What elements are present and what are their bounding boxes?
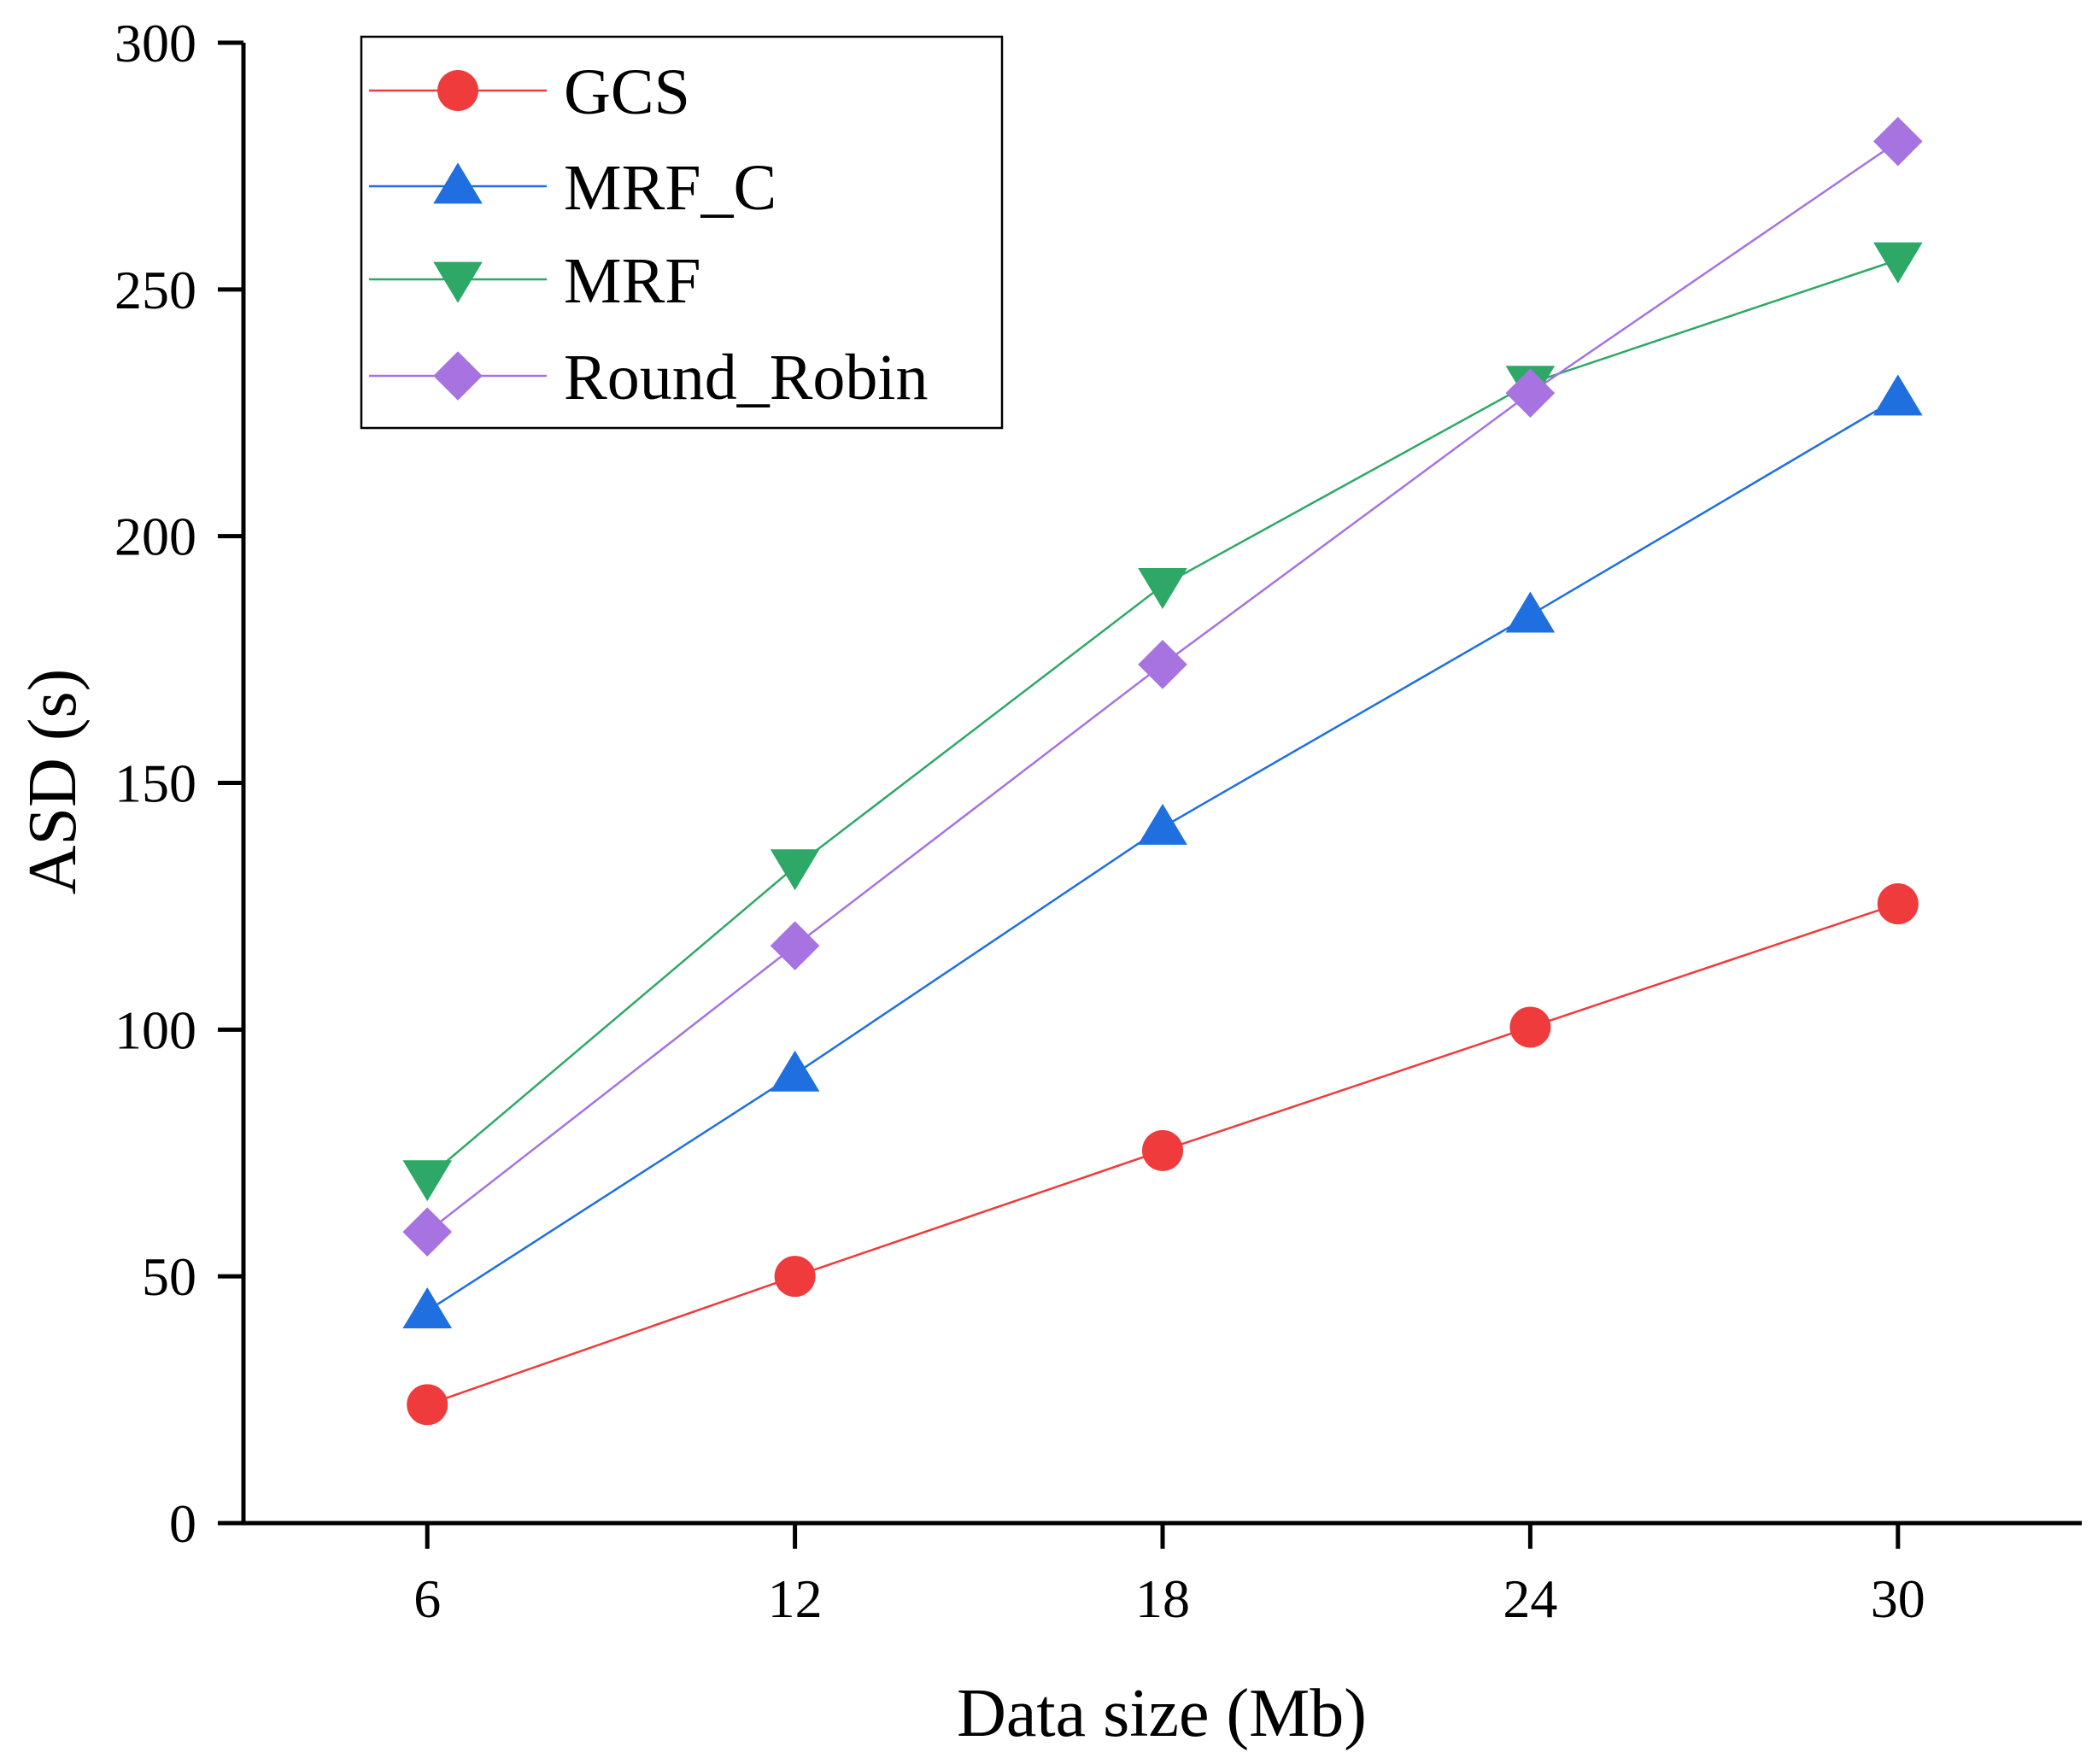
- y-tick-label: 50: [142, 1246, 196, 1307]
- x-tick-label: 6: [413, 1568, 441, 1629]
- data-point-round-robin: [1505, 368, 1556, 418]
- y-tick-label: 250: [114, 260, 196, 320]
- x-axis-title: Data size (Mb): [957, 1676, 1367, 1751]
- data-point-mrf: [1873, 242, 1923, 284]
- data-point-mrf: [1138, 568, 1187, 610]
- data-point-gcs: [407, 1384, 448, 1426]
- data-point-mrf: [770, 849, 820, 891]
- x-tick-label: 24: [1503, 1568, 1557, 1629]
- x-tick-label: 12: [768, 1568, 823, 1629]
- legend-marker-round-robin: [433, 351, 483, 401]
- legend-marker-gcs: [437, 70, 478, 111]
- y-axis-title: ASD (s): [15, 669, 91, 894]
- legend-label-mrf-c: MRF_C: [564, 152, 776, 224]
- series-markers: [402, 116, 1923, 1426]
- legend-marker-mrf-c: [433, 162, 483, 204]
- legend-label-round-robin: Round_Robin: [564, 342, 929, 413]
- data-point-round-robin: [770, 921, 820, 970]
- data-point-round-robin: [402, 1207, 452, 1257]
- data-point-gcs: [1142, 1129, 1183, 1171]
- data-point-mrf-c: [770, 1050, 820, 1092]
- y-tick-label: 100: [114, 999, 196, 1060]
- data-point-gcs: [1509, 1006, 1551, 1048]
- data-point-round-robin: [1138, 640, 1187, 689]
- series-line-mrf-c: [426, 396, 1899, 1312]
- y-tick-label: 200: [114, 507, 196, 567]
- x-tick-label: 30: [1871, 1568, 1925, 1629]
- data-point-gcs: [1877, 883, 1919, 925]
- x-tick-label: 18: [1135, 1568, 1190, 1629]
- legend-label-gcs: GCS: [564, 56, 690, 128]
- data-point-round-robin: [1873, 116, 1923, 167]
- legend-label-mrf: MRF: [564, 245, 701, 317]
- axes: 0 50 100 150 200 250 300 6 12 18 24 30: [114, 13, 2082, 1629]
- data-point-gcs: [774, 1256, 816, 1298]
- data-point-mrf: [402, 1160, 452, 1202]
- data-point-mrf-c: [1505, 591, 1556, 633]
- legend-marker-mrf: [433, 261, 483, 303]
- y-tick-label: 150: [114, 753, 196, 814]
- data-point-mrf-c: [402, 1287, 452, 1329]
- y-tick-label: 300: [114, 13, 196, 73]
- data-point-mrf-c: [1138, 803, 1187, 845]
- y-tick-label: 0: [169, 1493, 196, 1554]
- data-point-mrf-c: [1873, 374, 1923, 416]
- legend: GCS MRF_C MRF Round_Robin: [360, 35, 1004, 430]
